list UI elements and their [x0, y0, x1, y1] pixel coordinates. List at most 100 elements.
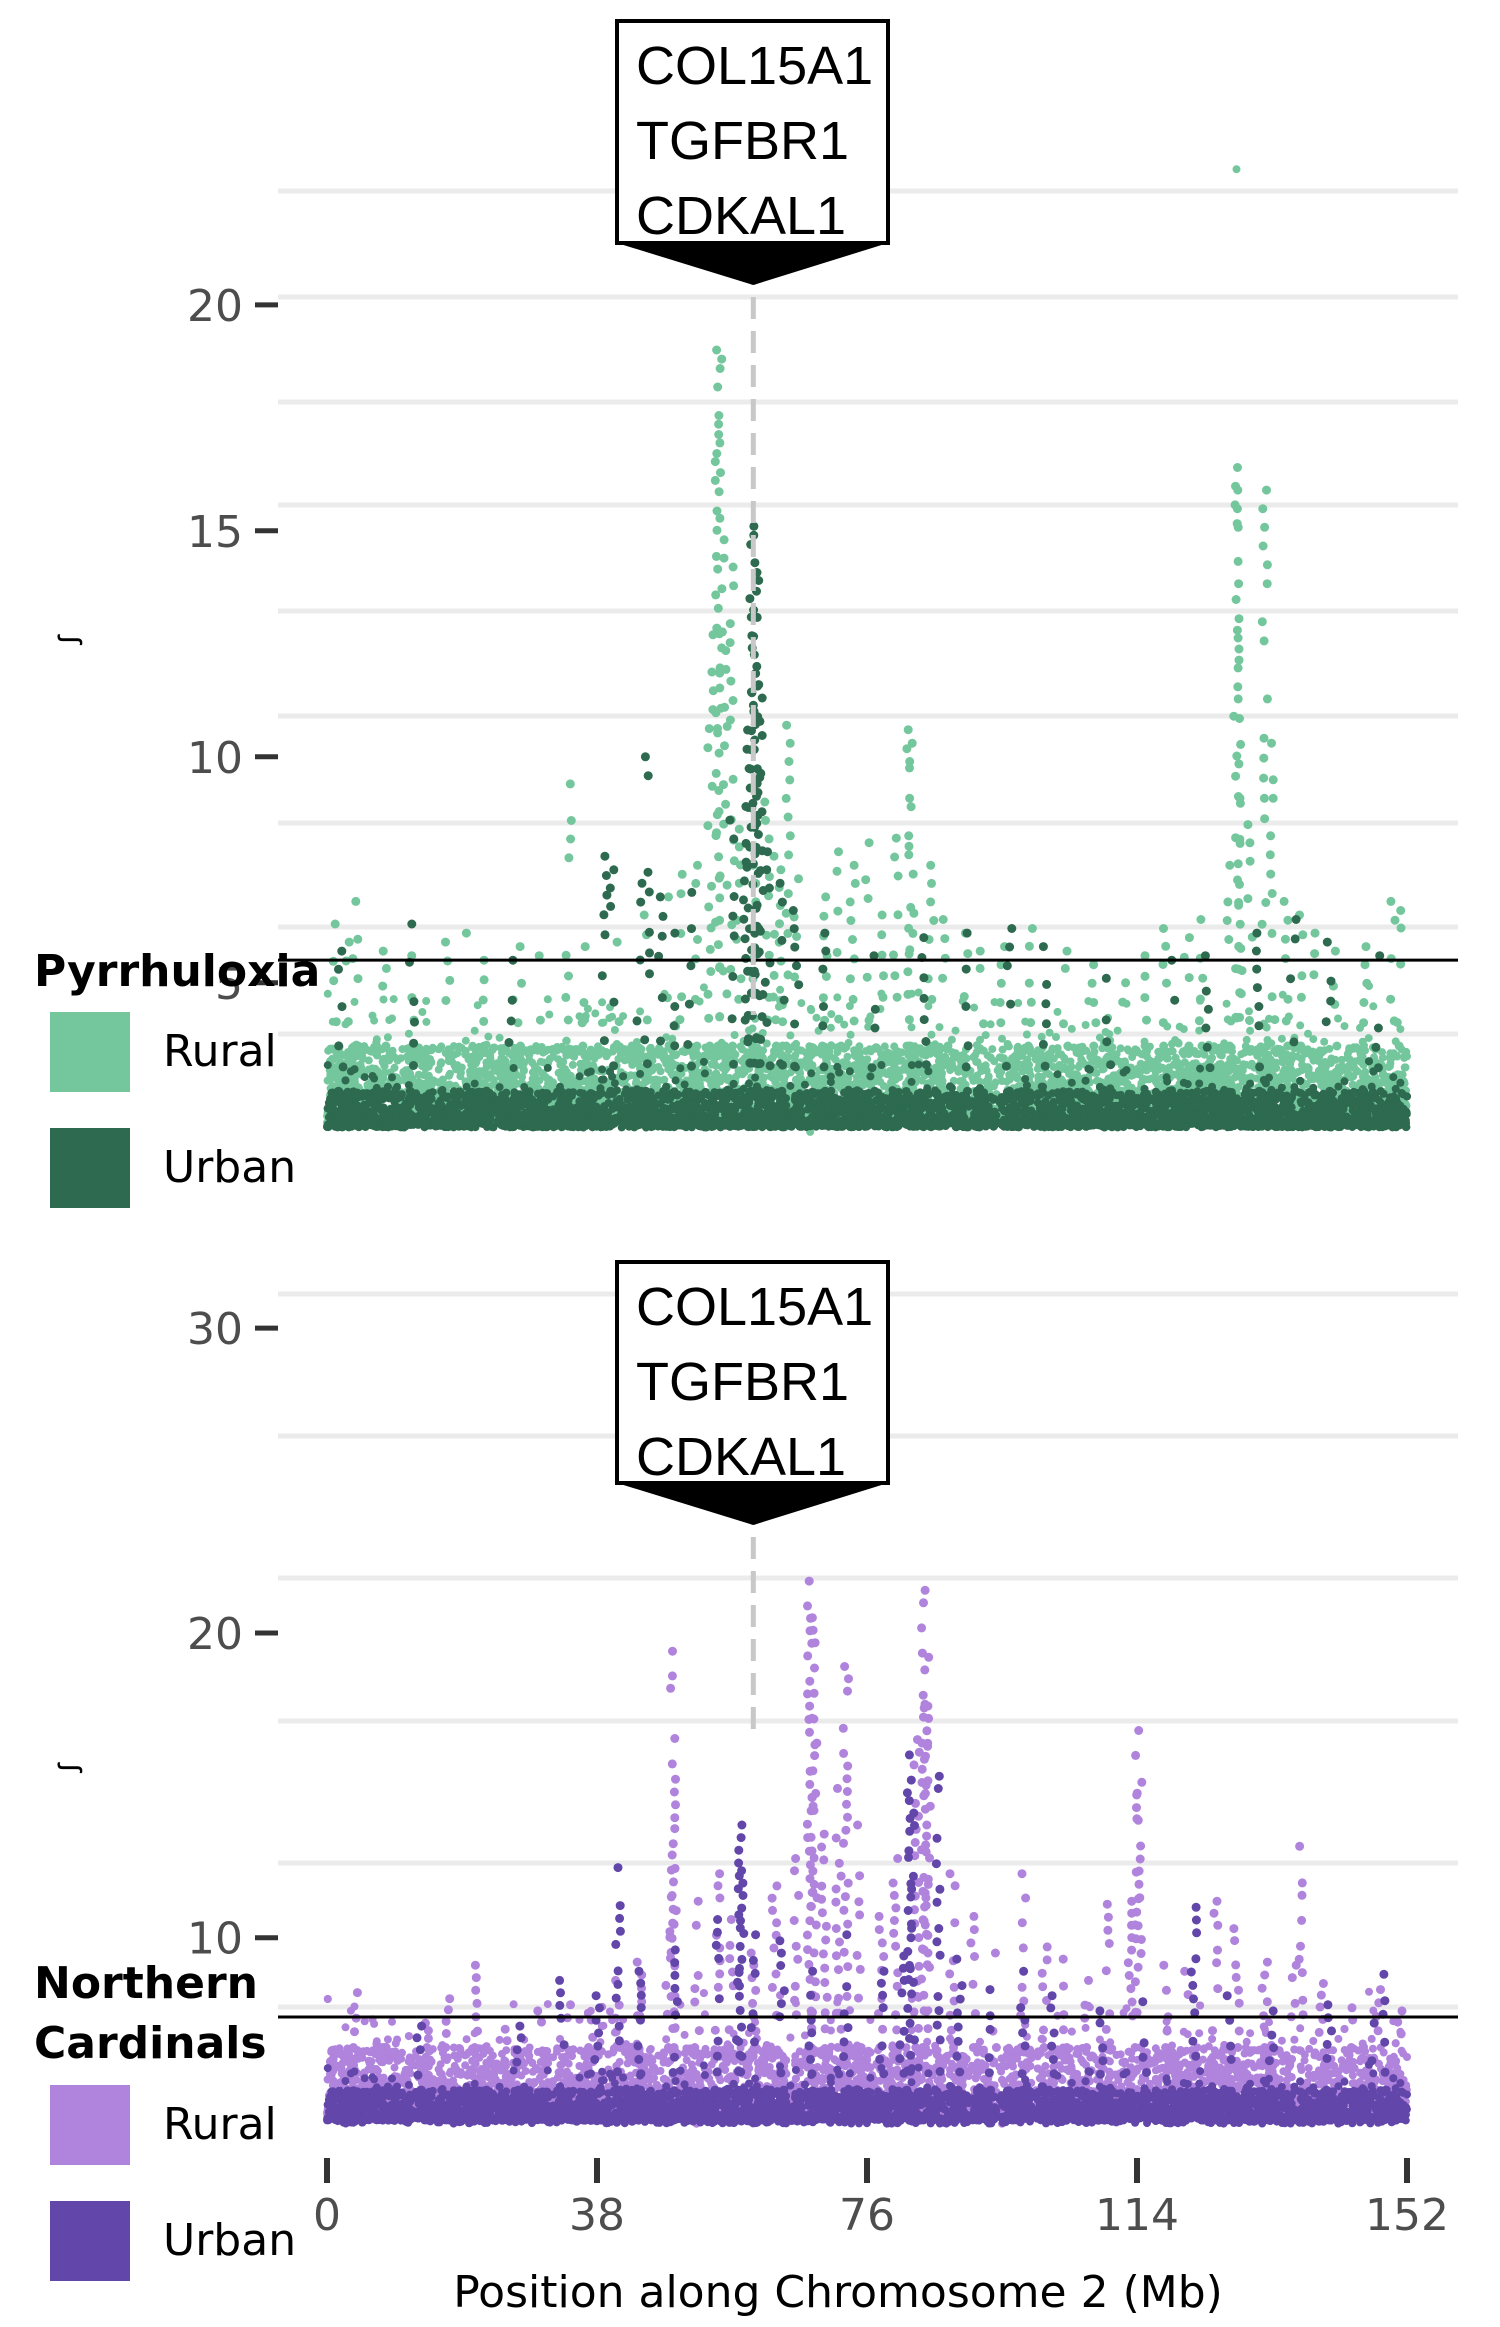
data-point: [1215, 1072, 1224, 1081]
peak-point: [719, 553, 729, 563]
peak-point: [706, 967, 716, 976]
peak-point: [353, 934, 363, 944]
data-point: [825, 1051, 834, 1059]
data-point: [626, 1050, 635, 1059]
data-point: [525, 1051, 534, 1060]
data-point: [855, 1049, 864, 1058]
data-point: [863, 1055, 872, 1064]
data-point: [535, 1076, 544, 1085]
peak-point: [728, 562, 738, 572]
peak-point: [441, 996, 451, 1005]
data-point: [498, 1049, 506, 1057]
peak-point: [715, 683, 725, 693]
data-point: [434, 1065, 443, 1074]
data-point: [703, 1049, 712, 1058]
peak-point: [578, 1041, 588, 1051]
peak-point: [725, 619, 735, 629]
data-point: [1049, 1063, 1058, 1071]
peak-point: [479, 1016, 489, 1026]
data-point: [1403, 1052, 1411, 1061]
peak-point: [478, 995, 488, 1005]
data-point: [979, 1046, 988, 1055]
data-point: [856, 1062, 865, 1071]
data-point: [949, 1076, 958, 1085]
data-point: [954, 1067, 963, 1076]
data-point: [1033, 1064, 1042, 1073]
data-point: [1389, 1052, 1398, 1061]
peak-point: [718, 966, 728, 976]
peak-point: [761, 815, 770, 825]
peak-point: [579, 998, 589, 1007]
peak-point: [715, 871, 725, 881]
data-point: [660, 1075, 669, 1084]
data-point: [1296, 1021, 1305, 1030]
y-axis-label: ꭍ: [52, 634, 90, 646]
data-point: [566, 1049, 575, 1058]
data-point: [716, 1077, 725, 1086]
data-point: [597, 1046, 606, 1055]
data-point: [874, 1045, 882, 1053]
data-point: [736, 1042, 745, 1051]
data-point: [450, 1050, 459, 1059]
data-point: [389, 995, 398, 1004]
data-point: [378, 1058, 387, 1067]
data-point: [585, 1081, 594, 1090]
peak-point: [728, 696, 738, 705]
peak-point: [714, 748, 724, 758]
data-point: [745, 1026, 753, 1035]
data-point: [502, 1062, 510, 1070]
data-point: [810, 1078, 819, 1086]
data-point: [1109, 1071, 1118, 1080]
data-point: [659, 1049, 668, 1058]
data-point: [852, 1077, 861, 1086]
peak-point: [664, 892, 673, 902]
data-point: [396, 1054, 405, 1063]
data-point: [895, 1056, 904, 1065]
data-point: [984, 1074, 993, 1083]
data-point: [364, 1056, 373, 1065]
data-point: [636, 1007, 645, 1016]
data-point: [388, 1014, 396, 1023]
data-point: [461, 1036, 470, 1045]
peak-point: [764, 834, 774, 844]
peak-point: [331, 1017, 341, 1027]
data-point: [927, 1030, 936, 1039]
peak-point: [704, 724, 714, 734]
data-point: [730, 1031, 739, 1039]
peak-point: [564, 971, 573, 981]
data-point: [1022, 1030, 1031, 1039]
y-tick-label: 5: [215, 959, 243, 1010]
data-point: [471, 1059, 480, 1068]
data-point: [1081, 1021, 1090, 1029]
data-point: [710, 1055, 719, 1064]
data-point: [543, 995, 552, 1004]
data-point: [370, 1016, 379, 1025]
data-point: [1314, 1066, 1323, 1075]
peak-point: [639, 910, 649, 920]
peak-point: [713, 940, 723, 950]
peak-point: [707, 881, 716, 891]
data-point: [933, 1077, 942, 1086]
data-point: [907, 1023, 916, 1032]
peak-point: [712, 828, 721, 838]
peak-point: [734, 824, 744, 834]
data-point: [1340, 1022, 1349, 1031]
data-point: [800, 1059, 809, 1068]
data-point: [1037, 1032, 1046, 1041]
peak-point: [676, 889, 686, 899]
data-point: [1101, 1028, 1110, 1036]
data-point: [1275, 1045, 1284, 1053]
data-point: [1052, 1033, 1060, 1041]
data-point: [844, 1038, 853, 1047]
data-point: [398, 1045, 407, 1054]
peak-point: [705, 1041, 715, 1051]
data-point: [1116, 1044, 1125, 1053]
data-point: [1300, 1049, 1309, 1058]
peak-point: [717, 627, 727, 637]
data-point: [1163, 1054, 1172, 1063]
data-point: [455, 1042, 464, 1051]
data-point: [1155, 1054, 1164, 1063]
data-point: [1309, 1035, 1318, 1044]
data-point: [827, 1010, 836, 1019]
data-point: [998, 1045, 1007, 1054]
